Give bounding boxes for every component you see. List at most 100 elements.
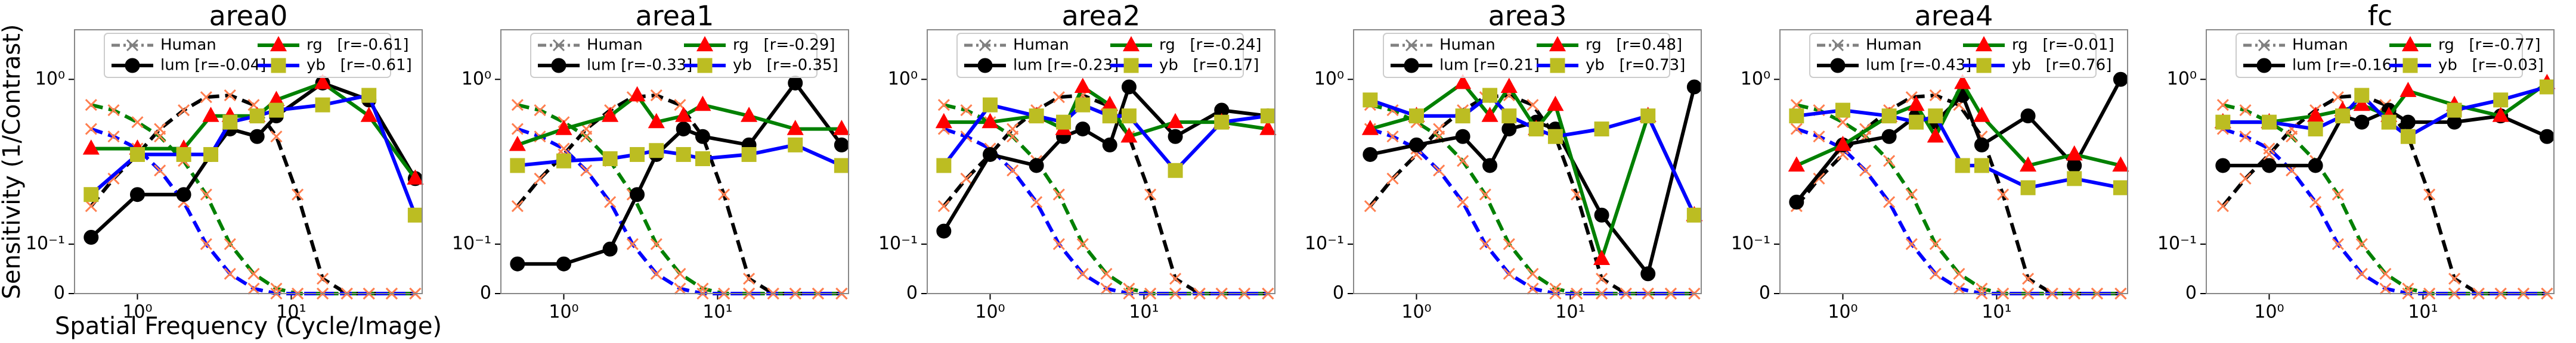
- marker: [1830, 58, 1846, 73]
- marker: [1503, 238, 1515, 251]
- x-tick-label: 10¹: [702, 302, 732, 323]
- marker: [982, 146, 998, 162]
- marker: [1929, 238, 1942, 251]
- legend-label: rg [r=-0.29]: [733, 36, 835, 54]
- marker: [937, 99, 950, 111]
- legend-label: lum [r=-0.04]: [160, 57, 266, 74]
- marker: [1929, 89, 1942, 102]
- marker: [2539, 79, 2555, 95]
- marker: [1883, 196, 1896, 208]
- marker: [85, 200, 97, 213]
- marker: [222, 114, 238, 130]
- marker: [552, 39, 565, 52]
- marker: [1168, 129, 1183, 144]
- marker: [154, 130, 166, 143]
- marker: [1528, 121, 1544, 137]
- marker: [1481, 107, 1498, 122]
- legend-label: Human: [1439, 36, 1496, 54]
- marker: [580, 130, 593, 143]
- y-tick-label: 10⁻¹: [26, 233, 65, 254]
- marker: [107, 130, 120, 143]
- legend-box: [2236, 33, 2523, 78]
- marker: [1955, 158, 1970, 173]
- marker: [360, 107, 377, 122]
- y-tick-label: 0: [906, 283, 918, 304]
- legend-label: rg [r=-0.77]: [2438, 36, 2541, 54]
- marker: [1640, 266, 1656, 282]
- marker: [2447, 102, 2462, 118]
- marker: [1052, 91, 1065, 104]
- marker: [1789, 108, 1804, 124]
- series-line: [943, 84, 1268, 139]
- marker: [1052, 188, 1065, 201]
- marker: [511, 123, 524, 135]
- legend-label: Human: [160, 36, 216, 54]
- marker: [270, 36, 287, 52]
- marker: [1905, 238, 1918, 251]
- marker: [2332, 91, 2344, 104]
- marker: [1214, 114, 1230, 130]
- x-tick-label: 10⁰: [549, 302, 578, 323]
- marker: [833, 120, 850, 135]
- marker: [1100, 282, 1113, 295]
- y-tick-label: 10⁰: [888, 68, 918, 89]
- marker: [2354, 88, 2370, 103]
- marker: [1404, 58, 1419, 73]
- marker: [1953, 267, 1965, 280]
- marker: [1790, 123, 1803, 135]
- marker: [176, 146, 191, 162]
- marker: [1640, 108, 1656, 124]
- x-tick-label: 10⁰: [122, 302, 152, 323]
- legend-label: lum [r=-0.33]: [587, 57, 692, 74]
- marker: [2309, 196, 2322, 208]
- marker: [1953, 282, 1965, 295]
- marker: [1686, 207, 1702, 223]
- marker: [509, 135, 526, 151]
- series-line: [1796, 108, 2121, 190]
- marker: [131, 116, 144, 129]
- marker: [1007, 164, 1019, 177]
- marker: [960, 172, 973, 185]
- marker: [314, 74, 332, 89]
- marker: [1954, 74, 1971, 89]
- marker: [271, 58, 286, 73]
- marker: [1123, 58, 1139, 73]
- marker: [315, 97, 330, 113]
- marker: [1455, 108, 1470, 124]
- marker: [1260, 108, 1275, 124]
- marker: [604, 196, 617, 208]
- subplot-title: area2: [1062, 0, 1141, 32]
- marker: [1074, 77, 1091, 93]
- legend-label: lum [r=-0.43]: [1866, 57, 1971, 74]
- y-tick-label: 10⁰: [35, 68, 65, 89]
- marker: [1834, 135, 1852, 151]
- marker: [628, 86, 646, 102]
- marker: [697, 58, 713, 73]
- marker: [1909, 114, 1924, 130]
- marker: [1881, 129, 1897, 144]
- marker: [1364, 200, 1376, 213]
- y-tick-label: 10⁰: [462, 68, 491, 89]
- marker: [1835, 102, 1850, 118]
- marker: [1596, 273, 1608, 285]
- y-tick-label: 10⁻¹: [878, 233, 918, 254]
- marker: [2215, 158, 2231, 173]
- marker: [200, 238, 212, 251]
- marker: [317, 273, 329, 285]
- legend-label: lum [r=-0.16]: [2292, 57, 2398, 74]
- marker: [1831, 39, 1844, 52]
- marker: [83, 187, 99, 202]
- marker: [555, 120, 572, 135]
- marker: [1100, 267, 1113, 280]
- marker: [200, 188, 212, 201]
- marker: [1168, 163, 1183, 178]
- marker: [2261, 114, 2277, 130]
- marker: [1501, 121, 1517, 137]
- marker: [1454, 74, 1472, 89]
- marker: [2113, 180, 2128, 195]
- marker: [1527, 99, 1539, 111]
- marker: [695, 129, 710, 144]
- marker: [935, 113, 952, 129]
- marker: [1363, 92, 1378, 108]
- marker: [1029, 158, 1044, 173]
